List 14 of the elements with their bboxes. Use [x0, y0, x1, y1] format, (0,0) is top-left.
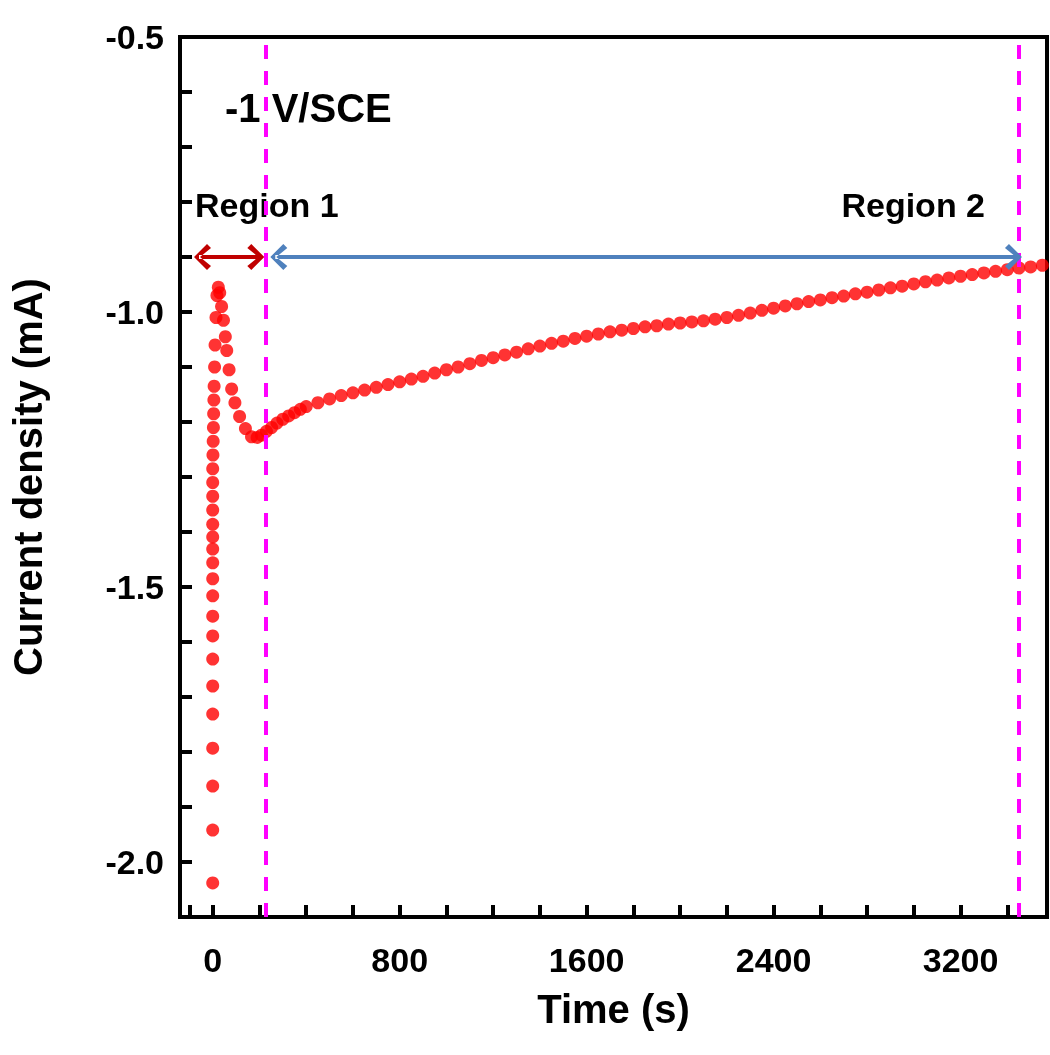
x-tick-label: 0	[203, 941, 223, 979]
x-tick-label: 1600	[548, 941, 625, 979]
annotation: -1 V/SCE	[225, 86, 392, 130]
annotation: Region 1	[195, 186, 339, 224]
y-tick-label: -1.0	[105, 293, 164, 331]
x-tick-label: 2400	[735, 941, 812, 979]
y-tick-label: -0.5	[105, 18, 164, 56]
y-tick-label: -2.0	[105, 843, 164, 881]
annotation: Region 2	[841, 186, 986, 224]
x-axis-title: Time (s)	[537, 987, 690, 1031]
y-axis-title: Current density (mA)	[6, 278, 50, 676]
x-tick-label: 3200	[922, 941, 999, 979]
y-tick-label: -1.5	[105, 568, 164, 606]
x-tick-label: 800	[371, 941, 429, 979]
